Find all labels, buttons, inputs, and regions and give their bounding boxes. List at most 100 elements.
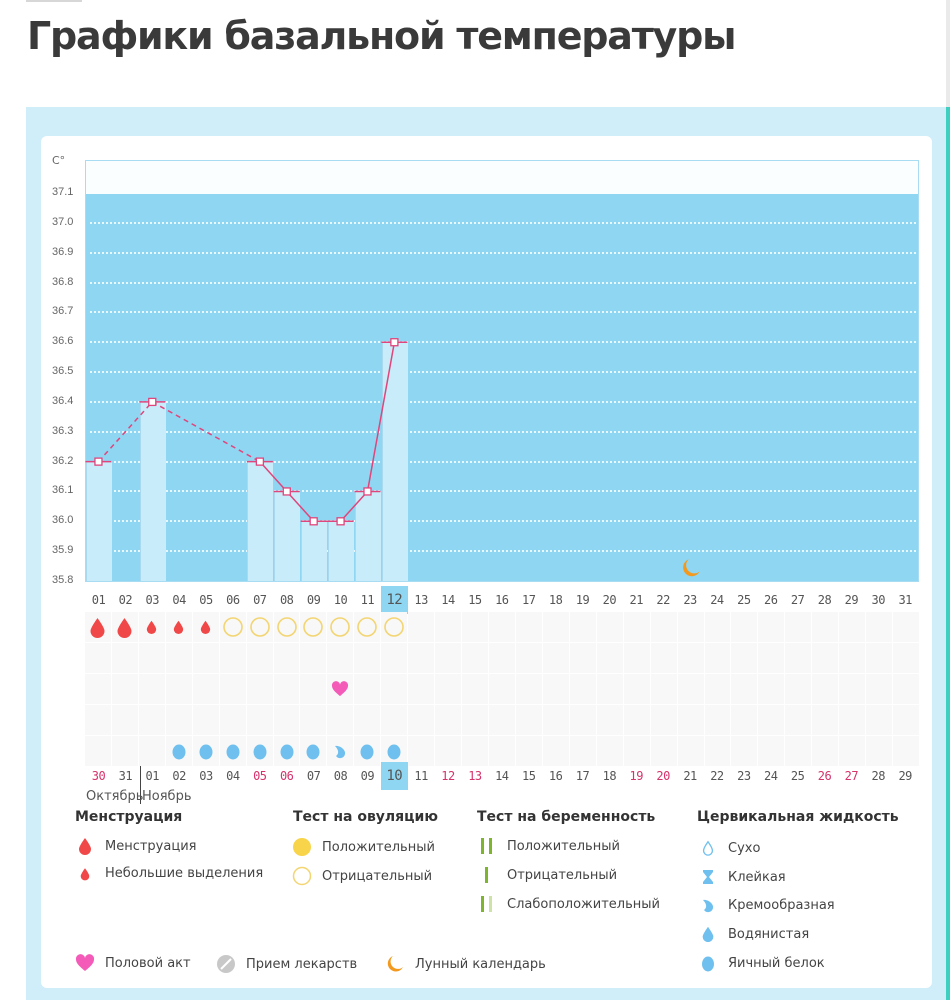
day-cell[interactable]: 02 [118,593,133,607]
ovulation-negative-icon[interactable] [246,612,273,642]
symptom-cell[interactable] [515,612,542,642]
symptom-cell[interactable] [785,705,812,735]
egg-icon[interactable] [219,736,246,766]
symptom-cell[interactable] [192,674,219,704]
symptom-cell[interactable] [489,643,515,673]
symptom-cell[interactable] [435,643,462,673]
date-cell[interactable]: 29 [898,769,912,783]
temperature-bar[interactable] [86,461,112,581]
date-cell[interactable]: 20 [656,769,670,783]
date-cell[interactable]: 28 [871,769,886,783]
symptom-cell[interactable] [704,736,731,766]
day-cell[interactable]: 21 [629,593,644,607]
day-cell[interactable]: 18 [548,593,563,607]
symptom-cell[interactable] [219,643,246,673]
symptom-cell[interactable] [354,705,381,735]
symptom-cell[interactable] [515,736,542,766]
date-cell[interactable]: 22 [710,769,724,783]
date-cell[interactable]: 07 [306,769,321,783]
day-cell[interactable]: 22 [656,593,670,607]
day-cell[interactable]: 13 [414,593,428,607]
day-cell[interactable]: 14 [441,593,455,607]
temperature-bar[interactable] [274,491,301,581]
ovulation-negative-icon[interactable] [354,612,381,642]
symptom-cell[interactable] [300,643,327,673]
symptom-cell[interactable] [327,643,354,673]
symptom-cell[interactable] [165,674,192,704]
date-cell[interactable]: 13 [468,769,482,783]
symptom-cell[interactable] [489,612,515,642]
symptom-cell[interactable] [866,612,893,642]
day-cell[interactable]: 04 [172,593,186,607]
symptom-cell[interactable] [893,736,919,766]
date-cell[interactable]: 31 [118,769,133,783]
symptom-cell[interactable] [758,643,785,673]
blood-drop-small-icon[interactable] [138,612,165,642]
symptom-cell[interactable] [596,643,623,673]
symptom-cell[interactable] [812,705,839,735]
date-cell[interactable]: 14 [495,769,509,783]
symptom-cell[interactable] [812,643,839,673]
symptom-cell[interactable] [515,705,542,735]
symptom-cell[interactable] [731,612,758,642]
symptom-cell[interactable] [839,705,866,735]
symptom-cell[interactable] [111,643,138,673]
symptom-cell[interactable] [758,674,785,704]
symptom-cell[interactable] [85,674,111,704]
symptom-cell[interactable] [623,705,650,735]
temperature-bar[interactable] [139,401,166,581]
temperature-bar[interactable] [301,521,328,581]
plot-area[interactable] [86,194,918,581]
symptom-cell[interactable] [192,643,219,673]
symptom-cell[interactable] [785,612,812,642]
blood-drop-small-icon[interactable] [165,612,192,642]
symptom-cell[interactable] [650,612,677,642]
symptom-cell[interactable] [542,612,569,642]
ovulation-negative-icon[interactable] [273,612,300,642]
ovulation-negative-icon[interactable] [219,612,246,642]
day-cell[interactable]: 23 [683,593,697,607]
symptom-cell[interactable] [111,705,138,735]
symptom-cell[interactable] [731,705,758,735]
date-cell[interactable]: 12 [441,769,455,783]
symptom-cell[interactable] [623,612,650,642]
day-cell[interactable]: 11 [360,593,375,607]
symptom-cell[interactable] [219,674,246,704]
blood-drop-large-icon[interactable] [85,612,111,642]
egg-icon[interactable] [192,736,219,766]
symptom-cell[interactable] [596,705,623,735]
symptom-cell[interactable] [165,643,192,673]
date-cell[interactable]: 10 [380,762,408,790]
day-cell[interactable]: 05 [199,593,213,607]
symptom-cell[interactable] [785,643,812,673]
day-cell[interactable]: 20 [602,593,617,607]
symptom-cell[interactable] [300,705,327,735]
heart-icon[interactable] [327,674,354,704]
symptom-cell[interactable] [542,674,569,704]
symptom-cell[interactable] [381,705,408,735]
symptom-cell[interactable] [839,736,866,766]
symptom-cell[interactable] [893,674,919,704]
symptom-cell[interactable] [623,643,650,673]
symptom-cell[interactable] [623,674,650,704]
date-cell[interactable]: 11 [414,769,428,783]
symptom-cell[interactable] [246,674,273,704]
symptom-cell[interactable] [812,736,839,766]
symptom-cell[interactable] [758,612,785,642]
symptom-cell[interactable] [408,612,435,642]
day-cell[interactable]: 19 [575,593,590,607]
symptom-cell[interactable] [731,736,758,766]
day-cell[interactable]: 31 [898,593,912,607]
symptom-cell[interactable] [435,674,462,704]
egg-icon[interactable] [300,736,327,766]
date-cell[interactable]: 02 [172,769,186,783]
symptom-cell[interactable] [515,643,542,673]
symptom-cell[interactable] [273,705,300,735]
day-cell[interactable]: 17 [521,593,536,607]
symptom-cell[interactable] [138,705,165,735]
symptom-cell[interactable] [246,705,273,735]
symptom-cell[interactable] [704,705,731,735]
symptom-cell[interactable] [542,705,569,735]
date-cell[interactable]: 26 [817,769,832,783]
symptom-cell[interactable] [677,705,704,735]
